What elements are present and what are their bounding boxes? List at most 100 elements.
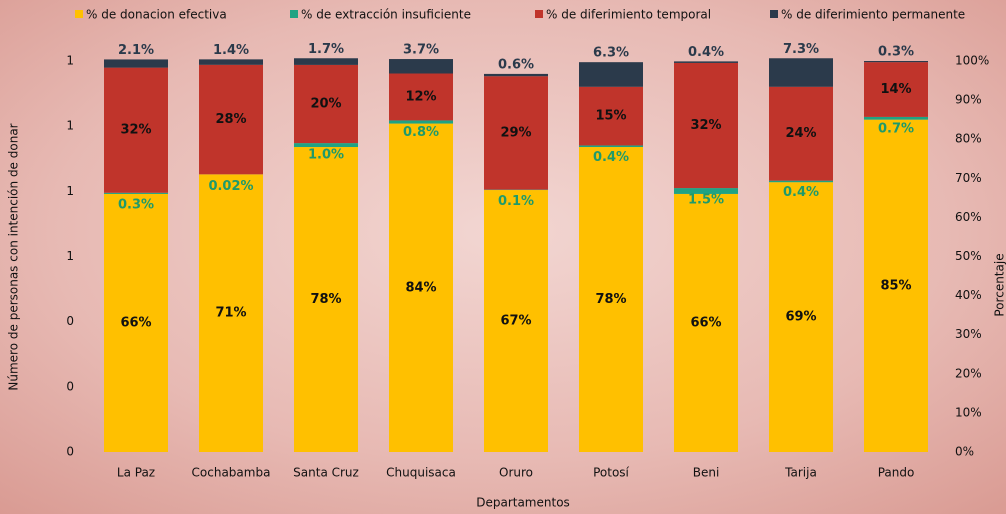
- y-tick-label: 0: [66, 314, 74, 328]
- data-label: 29%: [500, 125, 531, 140]
- bar-segment: [294, 58, 358, 65]
- bar-segment: [484, 73, 548, 77]
- y2-axis-title: Porcentaje: [993, 253, 1006, 316]
- bar-segment: [199, 174, 263, 452]
- bar-segment: [674, 61, 738, 63]
- bar-segment: [389, 120, 453, 124]
- y-tick-label: 0: [66, 445, 74, 459]
- bar-segment: [389, 59, 453, 74]
- data-label: 0.4%: [783, 185, 819, 200]
- y2-tick-label: 0%: [955, 445, 974, 459]
- y-tick-label: 1: [66, 184, 74, 198]
- x-tick-label: Santa Cruz: [293, 466, 359, 480]
- bar-segment: [769, 182, 833, 452]
- y2-tick-label: 60%: [955, 210, 982, 224]
- x-tick-label: Cochabamba: [192, 466, 271, 480]
- bar-segment: [864, 116, 928, 120]
- bar-segment: [294, 143, 358, 148]
- data-label: 0.3%: [878, 45, 914, 60]
- data-label: 2.1%: [118, 43, 154, 58]
- x-tick-label: Potosí: [593, 466, 629, 480]
- bar-segment: [864, 62, 928, 117]
- y2-tick-label: 100%: [955, 54, 989, 68]
- data-label: 78%: [310, 292, 341, 307]
- data-label: 78%: [595, 292, 626, 307]
- data-label: 67%: [500, 314, 531, 329]
- x-tick-label: Beni: [693, 466, 720, 480]
- bar-segment: [104, 193, 168, 452]
- y2-tick-label: 90%: [955, 93, 982, 107]
- bar-segment: [579, 145, 643, 148]
- bar-segment: [104, 67, 168, 193]
- data-label: 1.5%: [688, 193, 724, 208]
- y2-tick-label: 10%: [955, 405, 982, 419]
- bar-segment: [484, 76, 548, 190]
- y2-tick-label: 40%: [955, 288, 982, 302]
- legend-label: % de extracción insuficiente: [301, 8, 471, 22]
- y-tick-label: 0: [66, 379, 74, 393]
- data-label: 12%: [405, 89, 436, 104]
- bar-segment: [769, 86, 833, 181]
- bar-segment: [769, 180, 833, 183]
- data-label: 14%: [880, 82, 911, 97]
- bar-segment: [864, 61, 928, 63]
- data-label: 84%: [405, 280, 436, 295]
- y-tick-label: 1: [66, 119, 74, 133]
- data-label: 1.0%: [308, 148, 344, 163]
- x-tick-label: Chuquisaca: [386, 466, 456, 480]
- data-label: 24%: [785, 126, 816, 141]
- x-tick-label: La Paz: [117, 466, 155, 480]
- bar-segment: [104, 59, 168, 68]
- y-tick-label: 1: [66, 249, 74, 263]
- x-axis-title: Departamentos: [476, 496, 570, 510]
- bar-segment: [294, 147, 358, 452]
- y2-tick-label: 30%: [955, 327, 982, 341]
- data-label: 32%: [120, 123, 151, 138]
- bar-segment: [864, 119, 928, 453]
- bar-segment: [104, 192, 168, 194]
- x-tick-label: Oruro: [499, 466, 533, 480]
- legend-label: % de diferimiento permanente: [781, 8, 965, 22]
- data-label: 69%: [785, 310, 816, 325]
- bar-segment: [579, 86, 643, 146]
- data-label: 66%: [690, 315, 721, 330]
- legend-swatch: [290, 10, 298, 18]
- data-label: 15%: [595, 109, 626, 124]
- y2-tick-label: 70%: [955, 171, 982, 185]
- data-label: 0.1%: [498, 194, 534, 209]
- bar-segment: [674, 62, 738, 189]
- data-label: 0.02%: [208, 179, 253, 194]
- bar-segment: [674, 188, 738, 194]
- data-label: 1.7%: [308, 42, 344, 57]
- data-label: 20%: [310, 97, 341, 112]
- bar-segment: [199, 64, 263, 175]
- bar-segment: [579, 62, 643, 87]
- y-tick-label: 1: [66, 54, 74, 68]
- data-label: 71%: [215, 306, 246, 321]
- data-label: 0.7%: [878, 121, 914, 136]
- y-axis-title: Número de personas con intención de dona…: [7, 123, 21, 390]
- data-label: 7.3%: [783, 42, 819, 57]
- data-label: 32%: [690, 118, 721, 133]
- data-label: 6.3%: [593, 46, 629, 61]
- bar-segment: [484, 190, 548, 452]
- legend-label: % de donacion efectiva: [86, 8, 227, 22]
- data-label: 3.7%: [403, 43, 439, 58]
- legend-swatch: [75, 10, 83, 18]
- data-label: 28%: [215, 112, 246, 127]
- legend-label: % de diferimiento temporal: [546, 8, 711, 22]
- bar-segment: [579, 147, 643, 452]
- bar-segment: [769, 58, 833, 87]
- legend-swatch: [770, 10, 778, 18]
- y2-tick-label: 50%: [955, 249, 982, 263]
- data-label: 0.6%: [498, 57, 534, 72]
- data-label: 0.8%: [403, 125, 439, 140]
- bar-segment: [674, 193, 738, 452]
- x-tick-label: Pando: [878, 466, 915, 480]
- data-label: 85%: [880, 278, 911, 293]
- data-label: 0.3%: [118, 197, 154, 212]
- data-label: 0.4%: [688, 45, 724, 60]
- y2-tick-label: 20%: [955, 366, 982, 380]
- data-label: 1.4%: [213, 43, 249, 58]
